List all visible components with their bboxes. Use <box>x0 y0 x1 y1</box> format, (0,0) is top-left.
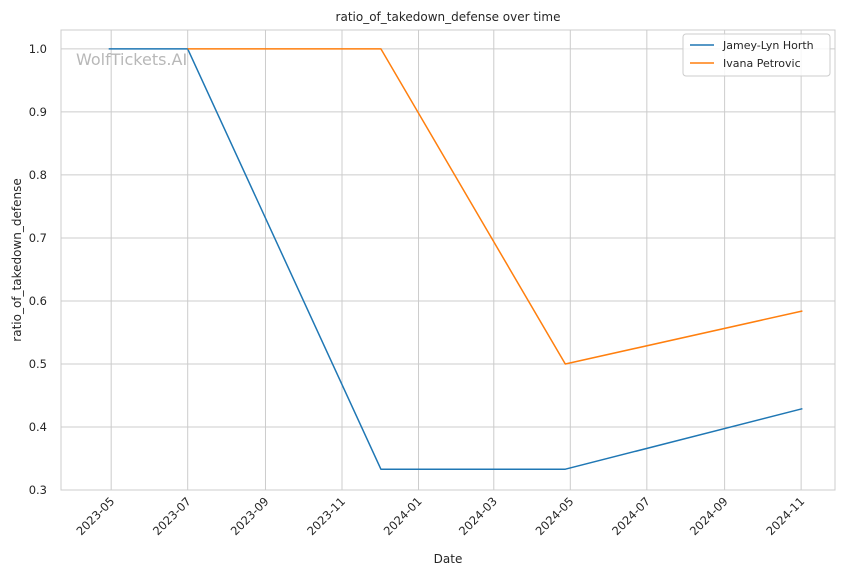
legend-label: Jamey-Lyn Horth <box>722 39 814 52</box>
y-tick-label: 0.9 <box>29 105 47 119</box>
y-tick-label: 0.3 <box>29 483 47 497</box>
y-tick-label: 0.5 <box>29 357 47 371</box>
y-tick-label: 0.7 <box>29 231 47 245</box>
series-line-0 <box>108 48 803 470</box>
chart-title: ratio_of_takedown_defense over time <box>336 10 561 24</box>
series-line-1 <box>187 48 803 365</box>
y-axis-title: ratio_of_takedown_defense <box>10 178 24 341</box>
legend-label: Ivana Petrovic <box>723 57 801 70</box>
y-tick-label: 1.0 <box>29 42 47 56</box>
plot-area-frame <box>60 29 836 491</box>
y-tick-label: 0.4 <box>29 420 47 434</box>
series-lines <box>108 48 803 470</box>
x-axis-title: Date <box>434 552 463 566</box>
legend-box <box>682 33 831 77</box>
legend-entries: Jamey-Lyn Horth Ivana Petrovic <box>690 39 814 70</box>
legend: Jamey-Lyn Horth Ivana Petrovic <box>682 33 831 77</box>
y-tick-label: 0.6 <box>29 294 47 308</box>
watermark: WolfTickets.AI <box>76 50 187 69</box>
y-tick-label: 0.8 <box>29 168 47 182</box>
y-tick-labels: 0.3 0.4 0.5 0.6 0.7 0.8 0.9 1.0 <box>29 42 47 497</box>
grid-lines <box>61 30 835 491</box>
